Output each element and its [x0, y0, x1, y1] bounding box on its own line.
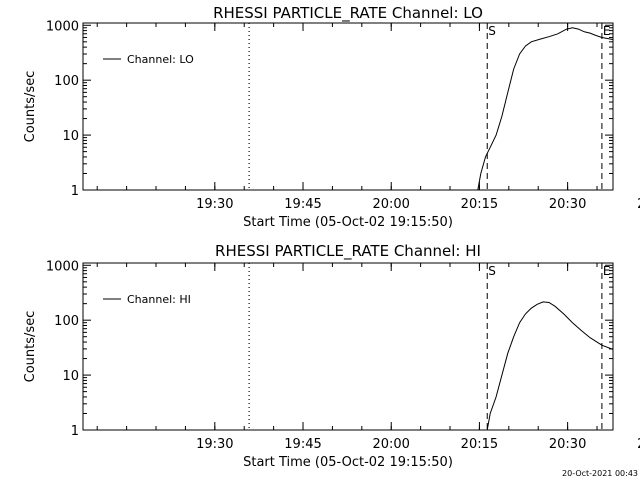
- x-tick-label: 20:00: [372, 197, 409, 212]
- marker-label: S: [488, 264, 496, 278]
- x-tick-label: 20:15: [461, 437, 498, 452]
- series-line: [477, 27, 613, 190]
- x-tick-label: 20:45: [637, 197, 640, 212]
- marker-label: S: [488, 24, 496, 38]
- y-tick-label: 1000: [46, 19, 79, 34]
- chart-title: RHESSI PARTICLE_RATE Channel: LO: [213, 4, 483, 23]
- x-tick-label: 20:30: [549, 437, 586, 452]
- y-axis-label: Counts/sec: [23, 311, 38, 383]
- y-tick-label: 1: [71, 424, 79, 439]
- y-tick-label: 10: [62, 129, 79, 144]
- y-tick-label: 100: [54, 314, 79, 329]
- footer-timestamp: 20-Oct-2021 00:43: [562, 469, 638, 478]
- y-tick-label: 100: [54, 74, 79, 89]
- chart-title: RHESSI PARTICLE_RATE Channel: HI: [215, 242, 481, 261]
- legend-label: Channel: LO: [127, 53, 194, 66]
- x-tick-label: 19:30: [196, 197, 233, 212]
- marker-label: E: [603, 264, 611, 278]
- x-tick-label: 20:00: [372, 437, 409, 452]
- y-axis-label: Counts/sec: [23, 71, 38, 143]
- chart-panel-lo: RHESSI PARTICLE_RATE Channel: LO 1 10 100 10…: [23, 4, 640, 230]
- chart-panel-hi: RHESSI PARTICLE_RATE Channel: HI 1 10 100 10…: [23, 242, 640, 470]
- x-axis-label: Start Time (05-Oct-02 19:15:50): [243, 455, 453, 470]
- legend-label: Channel: HI: [127, 293, 191, 306]
- x-tick-label: 20:30: [549, 197, 586, 212]
- x-tick-label: 19:45: [284, 437, 321, 452]
- marker-label: E: [603, 24, 611, 38]
- y-tick-label: 1: [71, 184, 79, 199]
- x-tick-label: 20:45: [637, 437, 640, 452]
- y-tick-label: 1000: [46, 259, 79, 274]
- x-tick-label: 19:30: [196, 437, 233, 452]
- plot-frame: [82, 262, 614, 431]
- x-axis-label: Start Time (05-Oct-02 19:15:50): [243, 215, 453, 230]
- x-tick-label: 20:15: [461, 197, 498, 212]
- series-line: [486, 301, 613, 430]
- plot-frame: [82, 22, 614, 191]
- y-tick-label: 10: [62, 369, 79, 384]
- x-tick-label: 19:45: [284, 197, 321, 212]
